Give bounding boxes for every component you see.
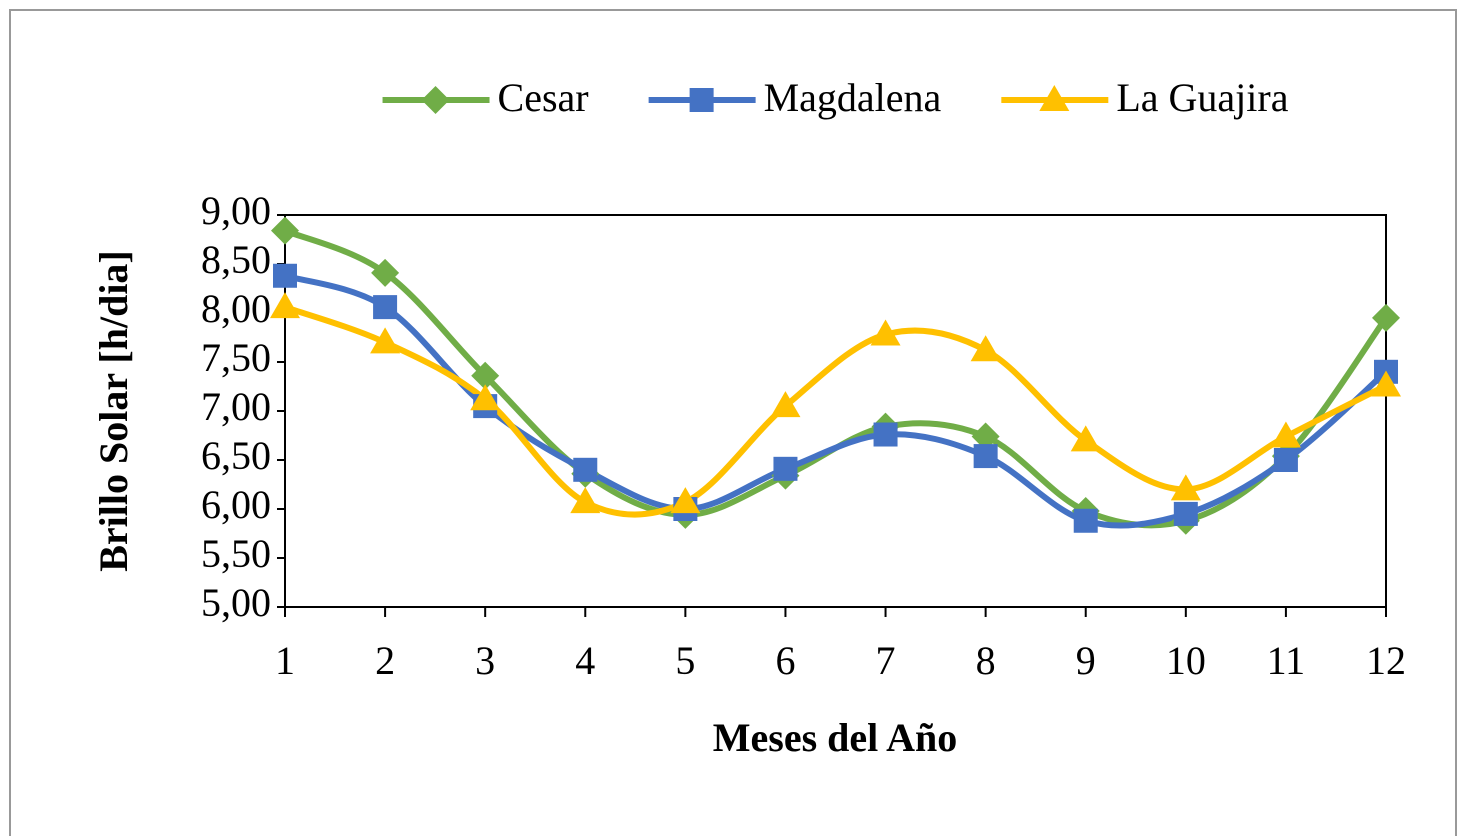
x-tick-label: 8 — [976, 638, 996, 683]
marker — [873, 422, 898, 447]
marker — [1039, 85, 1070, 111]
x-tick-label: 5 — [675, 638, 695, 683]
x-tick-label: 7 — [876, 638, 896, 683]
marker — [570, 487, 601, 514]
marker — [971, 422, 1000, 451]
y-axis-title: Brillo Solar [h/dia] — [91, 250, 136, 572]
legend-label: Cesar — [498, 75, 589, 120]
marker — [270, 292, 300, 319]
series-line — [284, 272, 1388, 529]
marker — [670, 487, 701, 514]
y-tick-label: 7,00 — [201, 384, 271, 429]
marker — [273, 263, 297, 288]
marker — [773, 456, 798, 481]
marker — [970, 335, 1001, 362]
y-tick-label: 5,00 — [201, 580, 271, 625]
legend-label: Magdalena — [764, 75, 942, 120]
marker — [1170, 474, 1201, 501]
chart-border — [9, 9, 1457, 836]
x-tick-label: 4 — [575, 638, 595, 683]
marker — [1070, 425, 1101, 452]
marker — [573, 457, 598, 482]
marker — [973, 444, 998, 469]
x-tick-label: 9 — [1076, 638, 1096, 683]
y-tick-label: 6,50 — [201, 433, 271, 478]
legend-label: La Guajira — [1116, 75, 1288, 120]
marker — [271, 216, 299, 245]
x-tick-label: 1 — [275, 638, 295, 683]
marker — [1270, 421, 1301, 448]
y-tick-label: 9,00 — [201, 188, 271, 233]
x-tick-label: 12 — [1366, 638, 1406, 683]
marker — [370, 327, 401, 354]
marker — [1372, 303, 1400, 332]
x-tick-label: 2 — [375, 638, 395, 683]
marker — [689, 88, 714, 112]
marker — [371, 258, 400, 287]
marker — [1073, 508, 1098, 533]
marker — [421, 86, 450, 114]
marker — [471, 361, 500, 390]
marker — [1173, 501, 1198, 526]
x-tick-label: 6 — [775, 638, 795, 683]
marker — [770, 391, 801, 418]
x-tick-label: 11 — [1267, 638, 1306, 683]
y-tick-label: 8,50 — [201, 237, 271, 282]
marker — [1371, 370, 1401, 397]
y-tick-label: 6,00 — [201, 482, 271, 527]
marker — [373, 295, 398, 320]
y-tick-label: 5,50 — [201, 531, 271, 576]
marker — [1273, 448, 1298, 472]
x-axis-title: Meses del Año — [713, 715, 957, 760]
x-tick-label: 3 — [475, 638, 495, 683]
x-tick-label: 10 — [1166, 638, 1206, 683]
y-tick-label: 8,00 — [201, 286, 271, 331]
marker — [470, 384, 501, 411]
y-tick-label: 7,50 — [201, 335, 271, 380]
marker — [870, 319, 901, 346]
